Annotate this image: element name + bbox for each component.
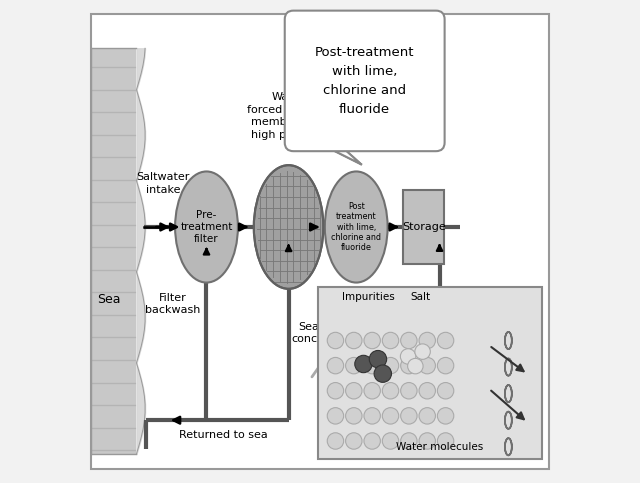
Circle shape — [415, 344, 430, 359]
Circle shape — [401, 383, 417, 399]
Circle shape — [437, 357, 454, 374]
Circle shape — [401, 332, 417, 349]
FancyBboxPatch shape — [91, 14, 549, 469]
Circle shape — [346, 332, 362, 349]
Circle shape — [364, 332, 380, 349]
Text: Saltwater
intake: Saltwater intake — [136, 172, 189, 195]
Circle shape — [437, 433, 454, 449]
Circle shape — [364, 408, 380, 424]
Circle shape — [355, 355, 372, 373]
Text: Seawater
concentrate: Seawater concentrate — [291, 322, 358, 344]
Circle shape — [364, 383, 380, 399]
Circle shape — [382, 383, 399, 399]
Circle shape — [419, 332, 435, 349]
Circle shape — [382, 332, 399, 349]
Circle shape — [437, 408, 454, 424]
Text: Post
treatment
with lime,
chlorine and
fluoride: Post treatment with lime, chlorine and f… — [332, 202, 381, 252]
Circle shape — [374, 365, 392, 383]
FancyBboxPatch shape — [285, 11, 445, 151]
Circle shape — [401, 349, 416, 364]
Circle shape — [419, 433, 435, 449]
Circle shape — [346, 357, 362, 374]
Circle shape — [419, 383, 435, 399]
Text: To integrated
water supply
system: To integrated water supply system — [429, 355, 503, 389]
Ellipse shape — [325, 171, 388, 283]
Circle shape — [437, 383, 454, 399]
Circle shape — [346, 408, 362, 424]
Text: Returned to sea: Returned to sea — [179, 430, 268, 440]
Circle shape — [327, 332, 344, 349]
Circle shape — [419, 408, 435, 424]
Text: Post-treatment
with lime,
chlorine and
fluoride: Post-treatment with lime, chlorine and f… — [315, 46, 415, 116]
Circle shape — [364, 433, 380, 449]
Circle shape — [401, 433, 417, 449]
Circle shape — [369, 351, 387, 368]
Bar — [403, 189, 444, 264]
Ellipse shape — [175, 171, 238, 283]
Text: Salt: Salt — [410, 292, 430, 302]
Text: Water
forced through
membrane at
high pressure: Water forced through membrane at high pr… — [247, 92, 330, 140]
Circle shape — [408, 358, 423, 374]
Ellipse shape — [254, 165, 323, 289]
Circle shape — [327, 433, 344, 449]
Bar — [91, 48, 136, 454]
Text: Storage: Storage — [402, 222, 445, 232]
Text: Sea: Sea — [97, 293, 121, 306]
Circle shape — [346, 433, 362, 449]
Circle shape — [401, 408, 417, 424]
Text: Impurities: Impurities — [342, 292, 395, 302]
Circle shape — [327, 383, 344, 399]
Circle shape — [364, 357, 380, 374]
Polygon shape — [317, 142, 361, 164]
Text: Filter
backwash: Filter backwash — [145, 293, 200, 315]
Circle shape — [401, 357, 417, 374]
Circle shape — [382, 433, 399, 449]
Circle shape — [382, 357, 399, 374]
Circle shape — [346, 383, 362, 399]
Circle shape — [327, 408, 344, 424]
Circle shape — [382, 408, 399, 424]
Text: Water molecules: Water molecules — [396, 442, 483, 452]
Text: Pre-
treatment
filter: Pre- treatment filter — [180, 210, 233, 244]
Bar — [317, 287, 542, 459]
Circle shape — [327, 357, 344, 374]
Circle shape — [437, 332, 454, 349]
Circle shape — [419, 357, 435, 374]
